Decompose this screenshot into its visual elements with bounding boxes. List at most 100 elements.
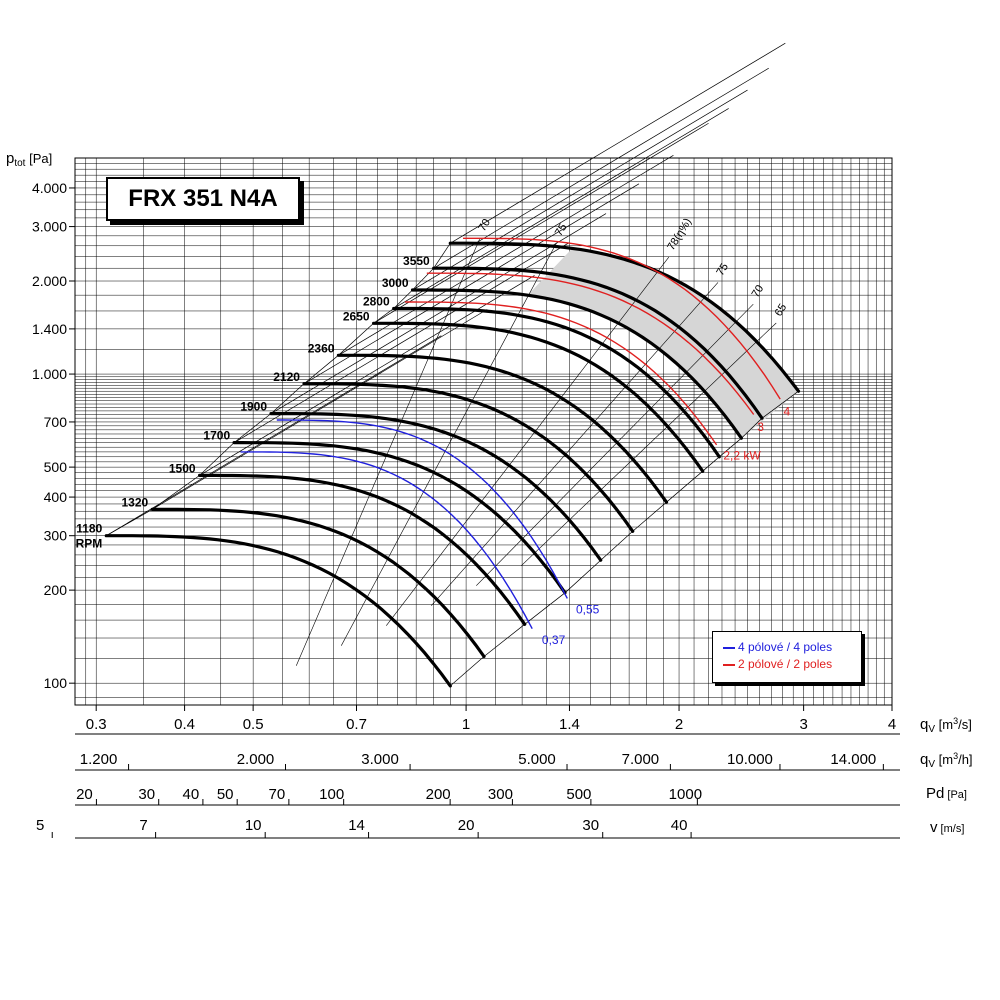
rpm-curve bbox=[336, 353, 669, 504]
power-line bbox=[463, 237, 781, 400]
x-tick-label: 20 bbox=[76, 786, 93, 803]
rpm-label: 3000 bbox=[382, 276, 409, 290]
system-line bbox=[303, 183, 640, 385]
efficiency-zone-fill bbox=[527, 248, 799, 439]
x-tick-label: 500 bbox=[566, 786, 591, 803]
power-line bbox=[426, 272, 755, 415]
system-line bbox=[233, 242, 570, 443]
chart-title: FRX 351 N4A bbox=[106, 177, 300, 221]
efficiency-label: 70 bbox=[476, 217, 493, 234]
rpm-label: 2650 bbox=[343, 309, 370, 323]
legend-item: 4 pólové / 4 poles bbox=[723, 640, 861, 657]
y-tick-label: 200 bbox=[44, 582, 68, 598]
rpm-label: 1700 bbox=[203, 429, 230, 443]
efficiency-label: 65 bbox=[773, 302, 790, 319]
x-tick-label: 5.000 bbox=[518, 751, 556, 768]
power-label: 0,37 bbox=[542, 633, 566, 647]
x-tick-label: 200 bbox=[426, 786, 451, 803]
y-tick-label: 1.000 bbox=[32, 366, 67, 382]
x-tick-label: 100 bbox=[319, 786, 344, 803]
system-line bbox=[433, 67, 769, 269]
x-tick-label: 14 bbox=[348, 817, 365, 834]
x-tick-label: 7 bbox=[139, 817, 147, 834]
rpm-curve bbox=[410, 288, 743, 440]
efficiency-line bbox=[386, 256, 670, 626]
legend-swatch bbox=[723, 663, 735, 666]
rpm-label: 2120 bbox=[273, 370, 300, 384]
x-tick-label: 0.4 bbox=[174, 716, 195, 733]
legend-label: 4 pólové / 4 poles bbox=[738, 640, 833, 654]
x-tick-label: 40 bbox=[671, 817, 688, 834]
rpm-curve bbox=[269, 412, 603, 562]
system-line bbox=[412, 89, 748, 291]
x-tick-label: 3.000 bbox=[361, 751, 399, 768]
x-tick-label: 0.7 bbox=[346, 716, 367, 733]
power-label: 2,2 kW bbox=[723, 448, 761, 462]
x-tick-label: 300 bbox=[488, 786, 513, 803]
efficiency-label: 75 bbox=[553, 222, 570, 239]
x-tick-label: 0.5 bbox=[243, 716, 264, 733]
x-tick-label: 4 bbox=[888, 716, 896, 733]
x-tick-label: 1.200 bbox=[80, 751, 118, 768]
x-tick-label: 40 bbox=[183, 786, 200, 803]
x-tick-label: 1 bbox=[462, 716, 470, 733]
y-tick-label: 400 bbox=[44, 489, 68, 505]
x-tick-label: 1000 bbox=[669, 786, 702, 803]
efficiency-label: 78(η%) bbox=[665, 216, 694, 252]
power-label: 3 bbox=[757, 420, 764, 434]
y-tick-label: 4.000 bbox=[32, 180, 67, 196]
system-line bbox=[106, 335, 442, 536]
x-tick-label: 1.4 bbox=[559, 716, 580, 733]
system-line bbox=[152, 309, 488, 510]
system-lines bbox=[106, 42, 799, 687]
y-tick-label: 100 bbox=[44, 675, 68, 691]
x-tick-label: 30 bbox=[138, 786, 155, 803]
legend-swatch bbox=[723, 646, 735, 649]
rpm-label: 2800 bbox=[363, 294, 390, 308]
rpm-label: 1500 bbox=[169, 461, 196, 475]
x-tick-label: 50 bbox=[217, 786, 234, 803]
rpm-curve bbox=[432, 266, 764, 420]
legend-item: 2 pólové / 2 poles bbox=[723, 657, 861, 674]
power-line bbox=[276, 419, 568, 599]
x-tick-label: 3 bbox=[799, 716, 807, 733]
rpm-label: 1180 bbox=[76, 522, 102, 536]
best-efficiency-zone bbox=[527, 248, 799, 439]
efficiency-line bbox=[341, 242, 557, 646]
power-label: 4 bbox=[784, 404, 791, 418]
x-tick-label: 0.3 bbox=[86, 716, 107, 733]
legend-label: 2 pólové / 2 poles bbox=[738, 657, 833, 671]
x-axis-unit-m3s: qV [m3/s] bbox=[920, 716, 972, 735]
rpm-curve bbox=[104, 534, 452, 688]
efficiency-line bbox=[521, 322, 777, 566]
x-tick-label: 10 bbox=[245, 817, 262, 834]
rpm-label: 1900 bbox=[240, 400, 267, 414]
rpm-label: 1320 bbox=[122, 495, 149, 509]
x-tick-label: 14.000 bbox=[830, 751, 876, 768]
efficiency-line bbox=[431, 282, 719, 606]
rpm-curve bbox=[232, 441, 567, 595]
plot-frame bbox=[74, 157, 893, 706]
y-axis-label: ptot [Pa] bbox=[6, 150, 52, 169]
rpm-curve bbox=[448, 241, 801, 393]
efficiency-label: 75 bbox=[714, 261, 731, 278]
x-tick-label: 5 bbox=[36, 817, 44, 834]
system-line bbox=[393, 108, 729, 309]
x-axis-unit-pd: Pd [Pa] bbox=[926, 785, 967, 802]
y-tick-label: 3.000 bbox=[32, 219, 67, 235]
rpm-curve bbox=[392, 306, 721, 459]
y-tick-label: 300 bbox=[44, 528, 68, 544]
end-envelope bbox=[450, 390, 799, 687]
rpm-curve bbox=[150, 507, 486, 659]
power-lines: 0,37 0,55 2,2 kW 3 4 bbox=[240, 237, 791, 647]
rpm-unit-label: RPM bbox=[76, 537, 103, 551]
y-tick-label: 500 bbox=[44, 459, 68, 475]
grid bbox=[74, 157, 893, 706]
efficiency-label: 70 bbox=[750, 283, 767, 300]
system-line bbox=[450, 42, 786, 244]
power-line bbox=[405, 301, 718, 446]
x-axis-unit-v: v [m/s] bbox=[930, 819, 964, 836]
x-tick-label: 10.000 bbox=[727, 751, 773, 768]
